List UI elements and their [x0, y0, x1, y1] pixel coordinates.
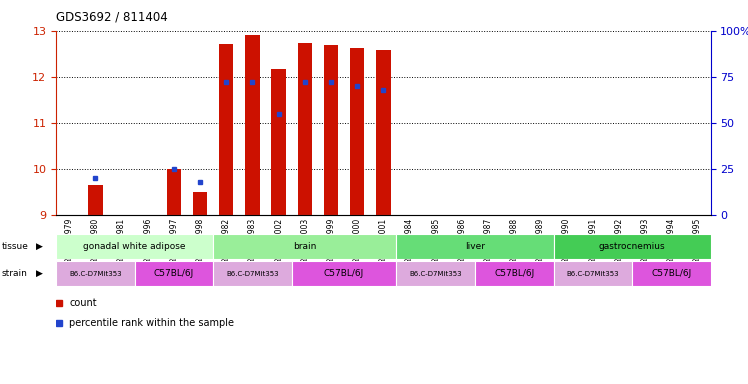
Bar — [292, 261, 396, 286]
Bar — [554, 234, 711, 259]
Bar — [219, 44, 233, 215]
Bar — [350, 48, 364, 215]
Text: percentile rank within the sample: percentile rank within the sample — [69, 318, 234, 328]
Bar — [56, 234, 213, 259]
Bar — [193, 192, 207, 215]
Text: GDS3692 / 811404: GDS3692 / 811404 — [56, 11, 168, 24]
Bar — [272, 68, 286, 215]
Bar — [245, 35, 260, 215]
Bar — [56, 261, 135, 286]
Bar — [632, 261, 711, 286]
Text: brain: brain — [293, 242, 316, 251]
Text: B6.C-D7Mit353: B6.C-D7Mit353 — [409, 271, 462, 276]
Bar — [376, 50, 390, 215]
Text: ▶: ▶ — [36, 269, 43, 278]
Bar — [475, 261, 554, 286]
Bar — [324, 45, 338, 215]
Bar — [213, 234, 396, 259]
Bar — [88, 185, 102, 215]
Text: liver: liver — [465, 242, 485, 251]
Text: C57BL/6J: C57BL/6J — [494, 269, 534, 278]
Text: B6.C-D7Mit353: B6.C-D7Mit353 — [566, 271, 619, 276]
Text: strain: strain — [1, 269, 28, 278]
Bar — [396, 261, 475, 286]
Bar — [167, 169, 181, 215]
Bar — [135, 261, 213, 286]
Text: B6.C-D7Mit353: B6.C-D7Mit353 — [69, 271, 122, 276]
Bar — [213, 261, 292, 286]
Text: gonadal white adipose: gonadal white adipose — [83, 242, 186, 251]
Text: B6.C-D7Mit353: B6.C-D7Mit353 — [226, 271, 279, 276]
Text: count: count — [69, 298, 96, 308]
Text: C57BL/6J: C57BL/6J — [324, 269, 364, 278]
Text: gastrocnemius: gastrocnemius — [598, 242, 666, 251]
Bar — [554, 261, 632, 286]
Text: C57BL/6J: C57BL/6J — [652, 269, 691, 278]
Text: tissue: tissue — [1, 242, 28, 251]
Bar — [298, 43, 312, 215]
Text: C57BL/6J: C57BL/6J — [154, 269, 194, 278]
Text: ▶: ▶ — [36, 242, 43, 251]
Bar — [396, 234, 554, 259]
